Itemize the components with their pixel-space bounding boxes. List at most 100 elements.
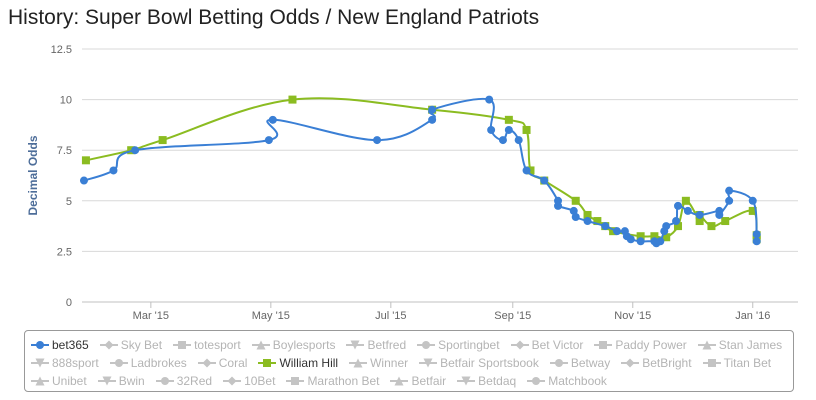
legend-item-winner[interactable]: Winner <box>349 356 408 370</box>
legend-item-betbright[interactable]: BetBright <box>621 356 692 370</box>
legend-item-888sport[interactable]: 888sport <box>31 356 99 370</box>
legend-square-icon <box>258 357 277 369</box>
legend-circle-icon <box>417 339 436 351</box>
data-point-bet365 <box>752 237 761 246</box>
x-tick-label: Jan '16 <box>735 310 770 322</box>
legend-item-bet365[interactable]: bet365 <box>31 338 89 352</box>
data-point-bet365 <box>662 222 671 231</box>
data-point-bet365 <box>672 217 681 226</box>
legend-item-betway[interactable]: Betway <box>549 356 611 370</box>
data-point-bet365 <box>626 235 635 244</box>
legend-square-icon <box>594 339 613 351</box>
legend-circle-icon <box>109 357 128 369</box>
legend-item-sportingbet[interactable]: Sportingbet <box>417 338 500 352</box>
data-point-william-hill <box>674 222 683 231</box>
data-point-bet365 <box>725 196 734 205</box>
legend-item-titan-bet[interactable]: Titan Bet <box>702 356 771 370</box>
legend-triangle-icon <box>31 375 49 387</box>
legend-diamond-icon <box>223 375 242 387</box>
legend-item-totesport[interactable]: totesport <box>173 338 241 352</box>
data-point-bet365 <box>683 206 692 215</box>
legend-triangle-down-icon <box>457 375 476 387</box>
legend-item-label: Sportingbet <box>438 338 500 352</box>
legend-item-betdaq[interactable]: Betdaq <box>457 374 516 388</box>
legend-circle-icon <box>527 375 546 387</box>
legend-diamond-icon <box>510 339 529 351</box>
y-tick-label: 10 <box>60 95 72 107</box>
legend-item-bet-victor[interactable]: Bet Victor <box>510 338 584 352</box>
legend-item-label: Bet Victor <box>531 338 584 352</box>
legend-square-icon <box>173 339 192 351</box>
data-point-bet365 <box>613 227 622 236</box>
y-tick-label: 2.5 <box>57 246 72 258</box>
legend-item-boylesports[interactable]: Boylesports <box>251 338 335 352</box>
data-point-bet365 <box>695 210 704 219</box>
chart-legend: bet365 Sky Bet totesport Boylesports Betfred… <box>24 330 794 392</box>
data-point-bet365 <box>373 136 382 145</box>
legend-circle-icon <box>31 339 49 351</box>
data-point-william-hill <box>681 196 690 205</box>
legend-item-label: BetBright <box>642 356 692 370</box>
legend-item-betfair-sportsbook[interactable]: Betfair Sportsbook <box>419 356 539 370</box>
x-tick-label: Nov '15 <box>614 310 651 322</box>
legend-item-marathon-bet[interactable]: Marathon Bet <box>286 374 379 388</box>
data-point-william-hill <box>636 232 645 241</box>
data-point-william-hill <box>571 196 580 205</box>
legend-diamond-icon <box>197 357 216 369</box>
data-point-bet365 <box>715 210 724 219</box>
legend-item-betfred[interactable]: Betfred <box>346 338 406 352</box>
legend-item-label: Matchbook <box>548 374 607 388</box>
legend-item-william-hill[interactable]: William Hill <box>258 356 338 370</box>
y-tick-label: 0 <box>66 297 72 309</box>
data-point-bet365 <box>569 206 578 215</box>
data-point-bet365 <box>725 186 734 195</box>
legend-item-label: Paddy Power <box>615 338 687 352</box>
data-point-bet365 <box>540 176 549 185</box>
y-tick-label: 5 <box>66 196 72 208</box>
legend-item-10bet[interactable]: 10Bet <box>223 374 275 388</box>
data-point-william-hill <box>583 210 592 219</box>
legend-item-ladbrokes[interactable]: Ladbrokes <box>109 356 187 370</box>
data-point-william-hill <box>158 136 167 145</box>
legend-item-label: Marathon Bet <box>307 374 380 388</box>
legend-row: Unibet Bwin 32Red 10Bet Marathon Bet Betfair B… <box>31 372 789 390</box>
legend-circle-icon <box>549 357 568 369</box>
legend-item-matchbook[interactable]: Matchbook <box>527 374 607 388</box>
data-point-william-hill <box>748 206 757 215</box>
legend-item-sky-bet[interactable]: Sky Bet <box>99 338 162 352</box>
legend-item-32red[interactable]: 32Red <box>155 374 213 388</box>
legend-triangle-icon <box>349 357 368 369</box>
legend-item-paddy-power[interactable]: Paddy Power <box>594 338 687 352</box>
data-point-william-hill <box>522 125 531 134</box>
legend-item-label: William Hill <box>279 356 339 370</box>
data-point-bet365 <box>485 95 494 104</box>
legend-item-label: Betfair Sportsbook <box>440 356 539 370</box>
data-point-bet365 <box>514 136 523 145</box>
legend-item-label: Winner <box>370 356 409 370</box>
legend-item-unibet[interactable]: Unibet <box>31 374 87 388</box>
y-tick-label: 12.5 <box>51 44 72 56</box>
legend-item-label: Betfair <box>411 374 447 388</box>
legend-circle-icon <box>155 375 174 387</box>
data-point-bet365 <box>601 222 610 231</box>
legend-triangle-down-icon <box>419 357 438 369</box>
data-point-bet365 <box>748 196 757 205</box>
legend-item-bwin[interactable]: Bwin <box>97 374 145 388</box>
legend-square-icon <box>286 375 305 387</box>
legend-item-coral[interactable]: Coral <box>197 356 248 370</box>
x-tick-label: May '15 <box>252 310 290 322</box>
legend-item-betfair[interactable]: Betfair <box>390 374 446 388</box>
legend-item-label: 32Red <box>176 374 213 388</box>
x-tick-label: Mar '15 <box>133 310 169 322</box>
series-line-william-hill <box>85 97 759 241</box>
legend-diamond-icon <box>99 339 118 351</box>
data-point-bet365 <box>428 105 437 114</box>
data-point-william-hill <box>81 156 90 165</box>
legend-item-label: Betway <box>570 356 611 370</box>
data-point-bet365 <box>79 176 88 185</box>
data-point-william-hill <box>721 217 730 226</box>
data-point-bet365 <box>554 201 563 210</box>
legend-item-stan-james[interactable]: Stan James <box>697 338 782 352</box>
data-point-bet365 <box>131 146 140 155</box>
legend-item-label: Coral <box>218 356 248 370</box>
